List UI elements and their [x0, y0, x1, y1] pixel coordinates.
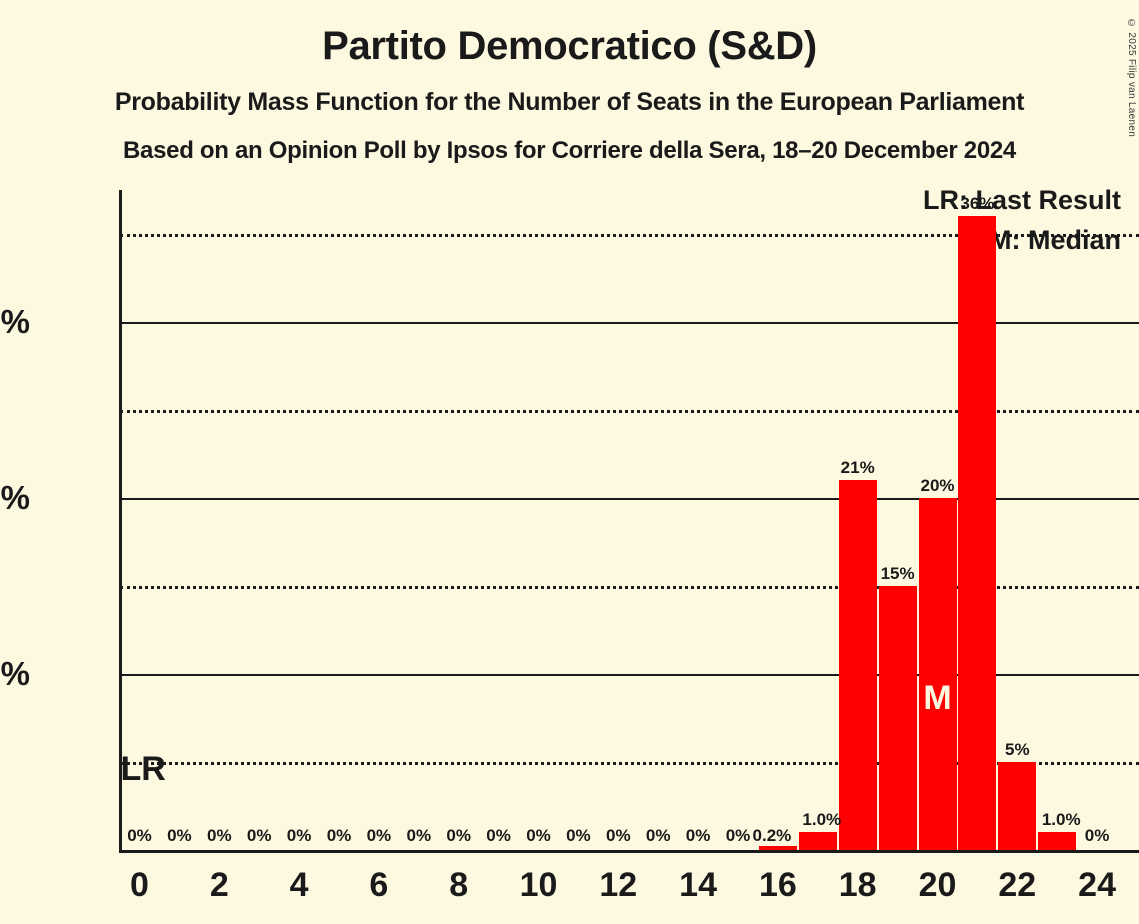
bar [758, 846, 797, 850]
bar-value-label: 0% [446, 826, 471, 845]
x-axis [119, 850, 1139, 853]
bar-value-label: 20% [920, 476, 955, 495]
bar-value-label: 1.0% [802, 810, 842, 830]
bar-value-label: 0% [167, 826, 192, 845]
bar-value-label: 36% [960, 194, 995, 214]
x-axis-tick-label: 8 [449, 866, 469, 904]
bar [798, 832, 837, 850]
bar [958, 216, 997, 850]
bar-value-label: 0% [685, 826, 711, 845]
bar-value-label: 0% [326, 826, 352, 845]
chart-subtitle: Probability Mass Function for the Number… [114, 88, 1025, 116]
x-axis-tick-label: 22 [998, 866, 1037, 904]
gridline-major [120, 674, 1139, 676]
x-axis-tick-label: 14 [679, 866, 718, 904]
bar-value-label: 21% [840, 458, 875, 478]
x-axis-tick-label: 20 [918, 866, 957, 904]
copyright-notice: © 2025 Filip van Laenen [1126, 18, 1137, 138]
bar [918, 498, 957, 850]
bar [1038, 832, 1077, 850]
legend-median: M: Median [989, 225, 1121, 255]
x-axis-tick-label: 4 [289, 866, 309, 904]
gridline-major [120, 498, 1139, 500]
y-axis-tick-label: 30% [0, 303, 30, 340]
x-axis-tick-label: 12 [599, 866, 638, 904]
bar-value-label: 0% [1084, 826, 1110, 845]
x-axis-tick-label: 0 [130, 866, 149, 904]
bar [998, 762, 1037, 850]
y-axis-tick-label: 20% [0, 479, 30, 516]
x-axis-tick-label: 10 [519, 866, 558, 904]
chart-source-note: Based on an Opinion Poll by Ipsos for Co… [123, 137, 1016, 164]
x-axis-tick-label: 2 [209, 866, 229, 904]
bar-value-label: 5% [1005, 740, 1030, 759]
last-result-marker: LR [120, 750, 166, 788]
bar-value-label: 0% [127, 826, 152, 845]
bar-value-label: 0% [645, 826, 671, 845]
gridline-major [120, 322, 1139, 324]
bar-value-label: 0% [207, 826, 232, 845]
bar-value-label: 15% [880, 564, 915, 583]
bar-value-label: 0% [526, 826, 551, 845]
x-axis-tick-label: 6 [369, 866, 389, 904]
bar-value-label: 0% [725, 826, 751, 845]
bar-value-label: 0% [486, 826, 511, 845]
x-axis-tick-label: 16 [758, 866, 797, 904]
gridline-minor [120, 762, 1139, 765]
bar [878, 586, 917, 850]
gridline-minor [120, 586, 1139, 589]
gridline-minor [120, 410, 1139, 413]
x-axis-tick-label: 24 [1078, 866, 1117, 904]
bar-value-label: 0% [286, 826, 312, 845]
bar [838, 480, 877, 850]
page-title: Partito Democratico (S&D) [322, 24, 817, 68]
gridline-minor [120, 234, 1139, 237]
y-axis [119, 190, 122, 852]
legend-last-result: LR: Last Result [922, 185, 1121, 215]
bar-value-label: 0% [406, 826, 432, 845]
median-marker: M [923, 679, 952, 717]
bar-value-label: 1.0% [1041, 810, 1081, 830]
bar-value-label: 0% [566, 826, 591, 845]
bar-value-label: 0% [246, 826, 272, 845]
x-axis-tick-label: 18 [838, 866, 877, 904]
bar-value-label: 0% [606, 826, 631, 845]
bar-value-label: 0.2% [752, 826, 792, 845]
y-axis-tick-label: 10% [0, 655, 30, 692]
bar-value-label: 0% [366, 826, 392, 845]
